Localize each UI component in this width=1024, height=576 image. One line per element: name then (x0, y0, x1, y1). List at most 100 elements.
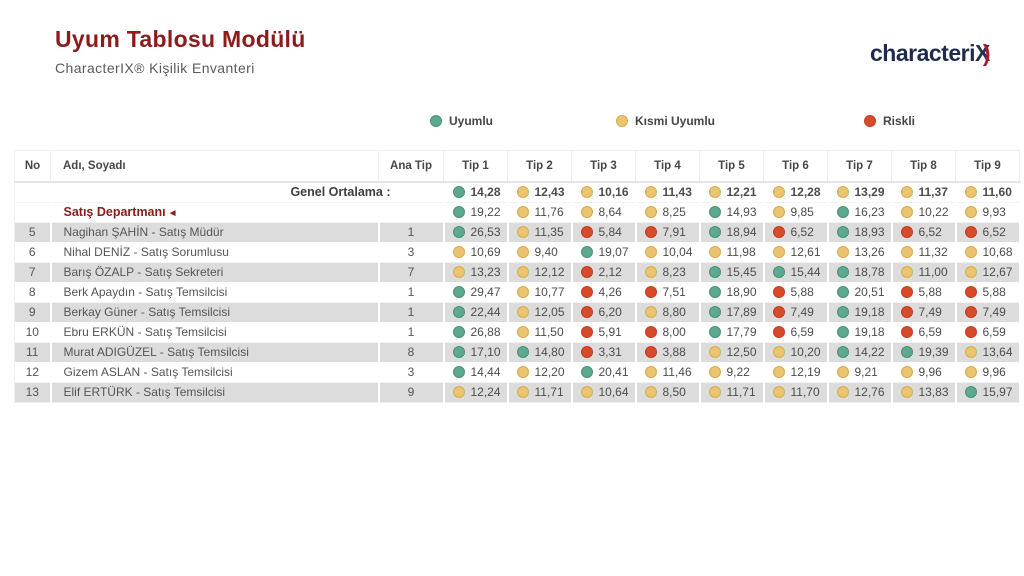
green-dot-icon (516, 346, 529, 359)
tip-score-value: 18,94 (726, 225, 757, 240)
tip-score-value: 9,21 (854, 364, 878, 379)
green-dot-icon (708, 306, 721, 319)
table-row: 13 Elif ERTÜRK - Satış Temsilcisi 9 12,24 11… (14, 382, 1021, 402)
tip-score-value: 8,23 (662, 265, 686, 280)
tip-score-value: 15,97 (982, 385, 1013, 399)
red-dot-icon (644, 226, 657, 239)
red-dot-icon (900, 285, 913, 298)
yellow-dot-icon (644, 266, 657, 279)
tip-score-cell: 10,68 (955, 242, 1021, 263)
yellow-dot-icon (900, 386, 913, 398)
tip-score-cell: 14,28 (443, 182, 509, 203)
row-no: 5 (14, 222, 52, 242)
tip-score-value: 12,67 (982, 265, 1013, 280)
tip-score-cell: 26,53 (443, 222, 509, 242)
tip-score-value: 19,18 (854, 324, 885, 339)
tip-score-value: 6,59 (790, 324, 814, 339)
tip-score-value: 5,91 (598, 324, 622, 339)
tip-score-cell: 19,07 (571, 242, 637, 263)
green-dot-icon (900, 346, 913, 359)
tip-score-value: 14,44 (470, 364, 501, 379)
yellow-dot-icon (644, 386, 657, 398)
yellow-dot-icon (708, 346, 721, 359)
green-dot-icon (836, 226, 849, 239)
tip-score-value: 19,18 (854, 305, 885, 320)
yellow-dot-icon (836, 245, 849, 258)
legend-label-kismi-uyumlu: Kısmi Uyumlu (635, 114, 716, 128)
yellow-dot-icon (964, 245, 977, 258)
yellow-dot-icon (616, 115, 628, 127)
yellow-dot-icon (964, 365, 977, 378)
yellow-dot-icon (836, 365, 849, 378)
tip-score-value: 11,43 (662, 185, 692, 200)
tip-score-cell: 17,89 (699, 302, 765, 322)
tip-score-cell: 13,83 (891, 382, 957, 402)
green-dot-icon (708, 285, 721, 298)
red-dot-icon (644, 285, 657, 298)
logo-swoosh-icon: ) (982, 40, 991, 66)
green-dot-icon (452, 285, 465, 298)
tip-score-value: 14,80 (534, 345, 565, 360)
yellow-dot-icon (516, 365, 529, 378)
red-dot-icon (772, 285, 785, 298)
tip-score-value: 15,45 (726, 265, 757, 280)
collapse-arrow-icon[interactable]: ◄ (167, 208, 178, 219)
tip-score-value: 8,80 (662, 305, 686, 320)
yellow-dot-icon (708, 365, 721, 378)
yellow-dot-icon (964, 186, 977, 199)
page-subtitle: CharacterIX® Kişilik Envanteri (55, 60, 255, 76)
tip-score-value: 14,22 (854, 345, 885, 360)
tip-score-cell: 12,50 (699, 342, 765, 362)
tip-score-value: 13,64 (982, 345, 1013, 360)
tip-score-cell: 13,29 (827, 182, 893, 203)
tip-score-cell: 17,10 (443, 342, 509, 362)
row-satis-departmani: Satış Departmanı ◄ 19,22 11,76 8,64 8,25 14,93… (14, 202, 1021, 223)
tip-score-value: 22,44 (470, 305, 501, 320)
green-dot-icon (708, 206, 721, 218)
tip-score-cell: 14,93 (699, 202, 765, 223)
yellow-dot-icon (964, 346, 977, 359)
tip-score-cell: 11,71 (507, 382, 573, 402)
tip-score-cell: 8,64 (571, 202, 637, 223)
tip-score-cell: 9,96 (955, 362, 1021, 383)
yellow-dot-icon (516, 285, 529, 298)
tip-score-value: 11,37 (918, 185, 948, 200)
tip-score-value: 10,16 (598, 185, 629, 200)
tip-score-cell: 12,28 (763, 182, 829, 203)
row-no: 7 (14, 262, 52, 282)
row-name: Berk Apaydın - Satış Temsilcisi (50, 282, 380, 303)
yellow-dot-icon (772, 245, 785, 258)
green-dot-icon (772, 266, 785, 279)
red-dot-icon (580, 266, 593, 279)
tip-score-cell: 7,49 (763, 302, 829, 322)
tip-score-value: 10,04 (662, 244, 693, 259)
tip-score-value: 13,26 (854, 244, 885, 259)
tip-score-value: 17,10 (470, 345, 501, 360)
tip-score-value: 5,88 (918, 284, 942, 299)
tip-score-value: 18,90 (726, 284, 757, 299)
row-name: Nihal DENİZ - Satış Sorumlusu (50, 242, 380, 263)
tip-score-cell: 6,20 (571, 302, 637, 322)
yellow-dot-icon (900, 245, 913, 258)
tip-score-cell: 11,76 (507, 202, 573, 223)
tip-score-cell: 11,43 (635, 182, 701, 203)
tip-score-value: 11,00 (918, 265, 948, 280)
table-row: 10 Ebru ERKÜN - Satış Temsilcisi 1 26,88 11,… (14, 322, 1021, 343)
tip-score-value: 12,28 (790, 185, 821, 200)
yellow-dot-icon (516, 186, 529, 199)
department-label[interactable]: Satış Departmanı ◄ (50, 202, 445, 223)
tip-score-cell: 12,67 (955, 262, 1021, 282)
page-header: Uyum Tablosu Modülü CharacterIX® Kişilik… (55, 26, 306, 76)
tip-score-value: 8,64 (598, 205, 622, 219)
tip-score-cell: 16,23 (827, 202, 893, 223)
tip-score-value: 7,91 (662, 225, 686, 240)
tip-score-value: 11,32 (918, 244, 948, 259)
tip-score-cell: 6,59 (955, 322, 1021, 343)
tip-score-cell: 11,00 (891, 262, 957, 282)
tip-score-cell: 5,84 (571, 222, 637, 242)
green-dot-icon (836, 206, 849, 218)
tip-score-cell: 11,32 (891, 242, 957, 263)
table-row: 9 Berkay Güner - Satış Temsilcisi 1 22,44 12… (14, 302, 1021, 322)
tip-score-value: 11,35 (534, 225, 564, 240)
tip-score-cell: 19,18 (827, 322, 893, 343)
